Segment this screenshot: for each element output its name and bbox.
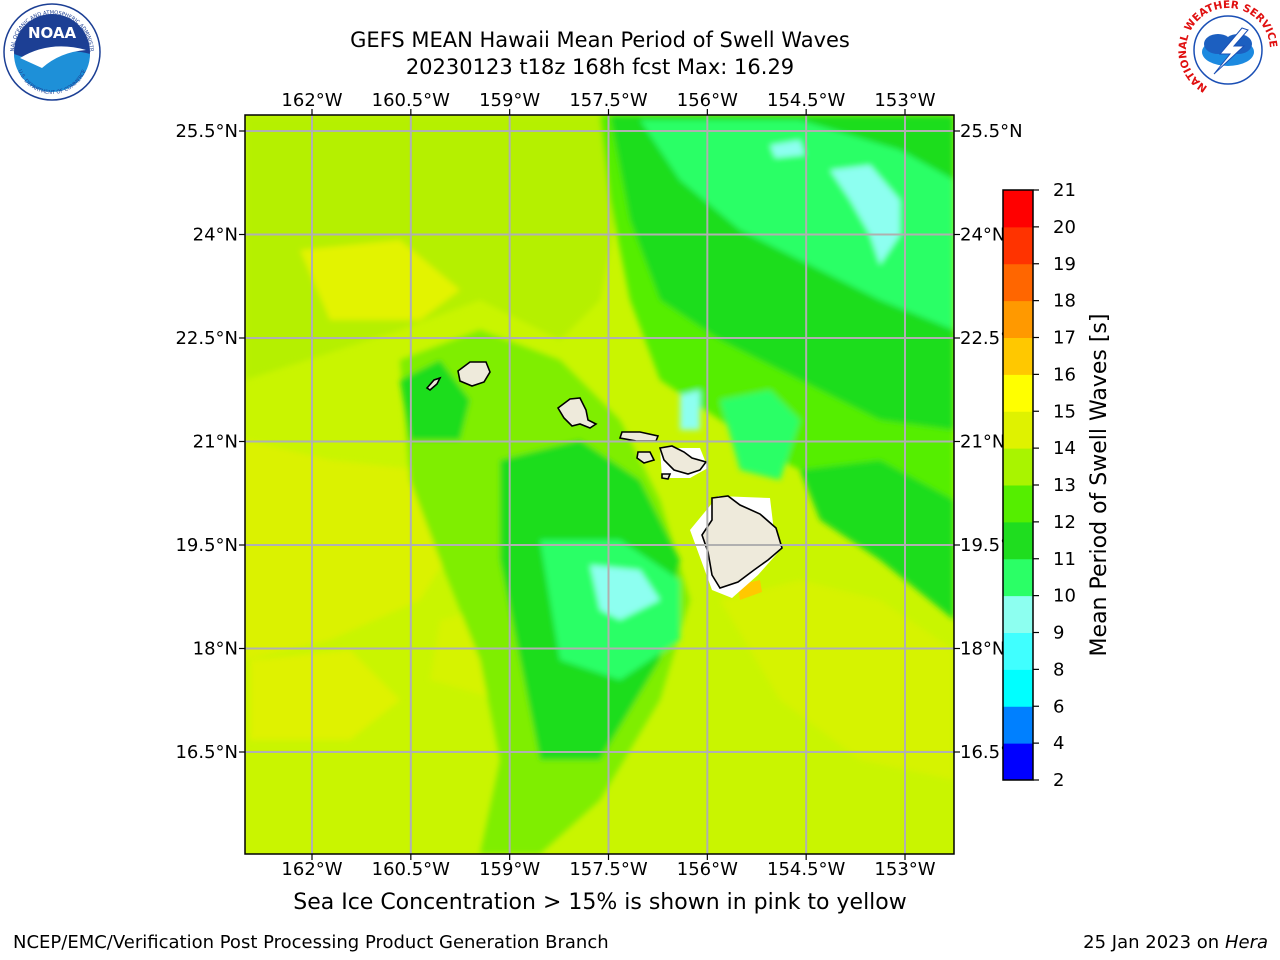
colorbar-tick-label: 2 xyxy=(1053,770,1064,791)
lat-label-right: 24°N xyxy=(960,225,1005,246)
colorbar-segment xyxy=(1003,374,1033,412)
lon-label-top: 162°W xyxy=(281,90,342,111)
colorbar-tick-label: 20 xyxy=(1053,217,1076,238)
islands xyxy=(425,361,783,589)
colorbar-segment xyxy=(1003,448,1033,486)
colorbar-tick-label: 11 xyxy=(1053,549,1076,570)
colorbar-tick-label: 13 xyxy=(1053,475,1076,496)
colorbar-tick-label: 12 xyxy=(1053,512,1076,533)
lon-label-top: 160.5°W xyxy=(372,90,451,111)
colorbar-tick-label: 21 xyxy=(1053,180,1076,201)
lon-label-bottom: 156°W xyxy=(677,859,738,880)
noaa-logo-text: NOAA xyxy=(28,24,77,42)
colorbar-tick-label: 14 xyxy=(1053,438,1076,459)
lat-label-right: 25.5°N xyxy=(960,121,1023,142)
colorbar-segment xyxy=(1003,337,1033,375)
lon-label-bottom: 159°W xyxy=(479,859,540,880)
lon-label-bottom: 160.5°W xyxy=(372,859,451,880)
lat-label-left: 19.5°N xyxy=(175,535,238,556)
lon-label-bottom: 157.5°W xyxy=(569,859,648,880)
colorbar-tick-label: 4 xyxy=(1053,733,1064,754)
colorbar-tick-label: 15 xyxy=(1053,401,1076,422)
date-label: 25 Jan 2023 on xyxy=(1083,932,1225,953)
colorbar-segment xyxy=(1003,300,1033,338)
lon-label-top: 157.5°W xyxy=(569,90,648,111)
lon-label-bottom: 154.5°W xyxy=(767,859,846,880)
chart-title: GEFS MEAN Hawaii Mean Period of Swell Wa… xyxy=(350,28,850,52)
colorbar-tick-label: 18 xyxy=(1053,291,1076,312)
colorbar-segment xyxy=(1003,263,1033,302)
colorbar-tick-label: 16 xyxy=(1053,364,1076,385)
colorbar-tick-label: 17 xyxy=(1053,328,1076,349)
island-oahu xyxy=(556,397,598,429)
lon-label-top: 154.5°W xyxy=(767,90,846,111)
island-hawaii xyxy=(701,495,783,589)
colorbar-segment xyxy=(1003,521,1033,560)
colorbar-segment xyxy=(1003,669,1033,707)
lon-label-top: 156°W xyxy=(677,90,738,111)
lat-label-left: 21°N xyxy=(193,432,238,453)
colorbar-segment xyxy=(1003,595,1033,633)
host-name: Hera xyxy=(1224,932,1268,953)
colorbar-segment xyxy=(1003,743,1033,781)
colorbar-segment xyxy=(1003,411,1033,449)
colorbar-segment xyxy=(1003,226,1033,265)
colorbar-label: Mean Period of Swell Waves [s] xyxy=(1087,314,1112,657)
sea-ice-note: Sea Ice Concentration > 15% is shown in … xyxy=(293,890,907,915)
lon-label-top: 159°W xyxy=(479,90,540,111)
colorbar-segment xyxy=(1003,632,1033,670)
colorbar-segment xyxy=(1003,706,1033,744)
lat-label-right: 21°N xyxy=(960,432,1005,453)
lat-label-left: 16.5°N xyxy=(175,742,238,763)
colorbar: 2 4 6 8 9 10 11 12 13 14 15 16 17 18 19 20 21 xyxy=(1002,180,1076,791)
colorbar-tick-label: 6 xyxy=(1053,696,1064,717)
lat-label-left: 22.5°N xyxy=(175,328,238,349)
lon-label-top: 153°W xyxy=(874,90,935,111)
island-maui xyxy=(658,445,708,475)
lat-label-left: 25.5°N xyxy=(175,121,238,142)
lat-label-left: 24°N xyxy=(193,225,238,246)
colorbar-tick-label: 9 xyxy=(1053,623,1064,644)
map-frame xyxy=(244,114,955,855)
lon-label-bottom: 153°W xyxy=(874,859,935,880)
colorbar-tick-label: 19 xyxy=(1053,254,1076,275)
colorbar-tick-label: 10 xyxy=(1053,586,1076,607)
colorbar-segment xyxy=(1003,558,1033,597)
lat-label-right: 18°N xyxy=(960,639,1005,660)
credit-text: NCEP/EMC/Verification Post Processing Pr… xyxy=(13,932,609,953)
island-kahoolawe xyxy=(661,473,672,480)
lon-label-bottom: 162°W xyxy=(281,859,342,880)
island-kauai xyxy=(457,361,491,387)
nws-logo: NATIONAL WEATHER SERVICE xyxy=(1178,0,1278,98)
island-lanai xyxy=(636,451,656,464)
colorbar-segment xyxy=(1003,485,1033,523)
field-layer xyxy=(245,115,954,854)
map-grid xyxy=(245,115,954,854)
lat-label-left: 18°N xyxy=(193,639,238,660)
chart-subtitle: 20230123 t18z 168h fcst Max: 16.29 xyxy=(405,55,795,79)
date-text: 25 Jan 2023 on Hera xyxy=(1083,932,1268,953)
island-niihau xyxy=(425,376,442,392)
colorbar-tick-label: 8 xyxy=(1053,659,1064,680)
colorbar-segment xyxy=(1003,190,1033,228)
noaa-logo: NOAA NATIONAL OCEANIC AND ATMOSPHERIC AD… xyxy=(2,2,101,101)
